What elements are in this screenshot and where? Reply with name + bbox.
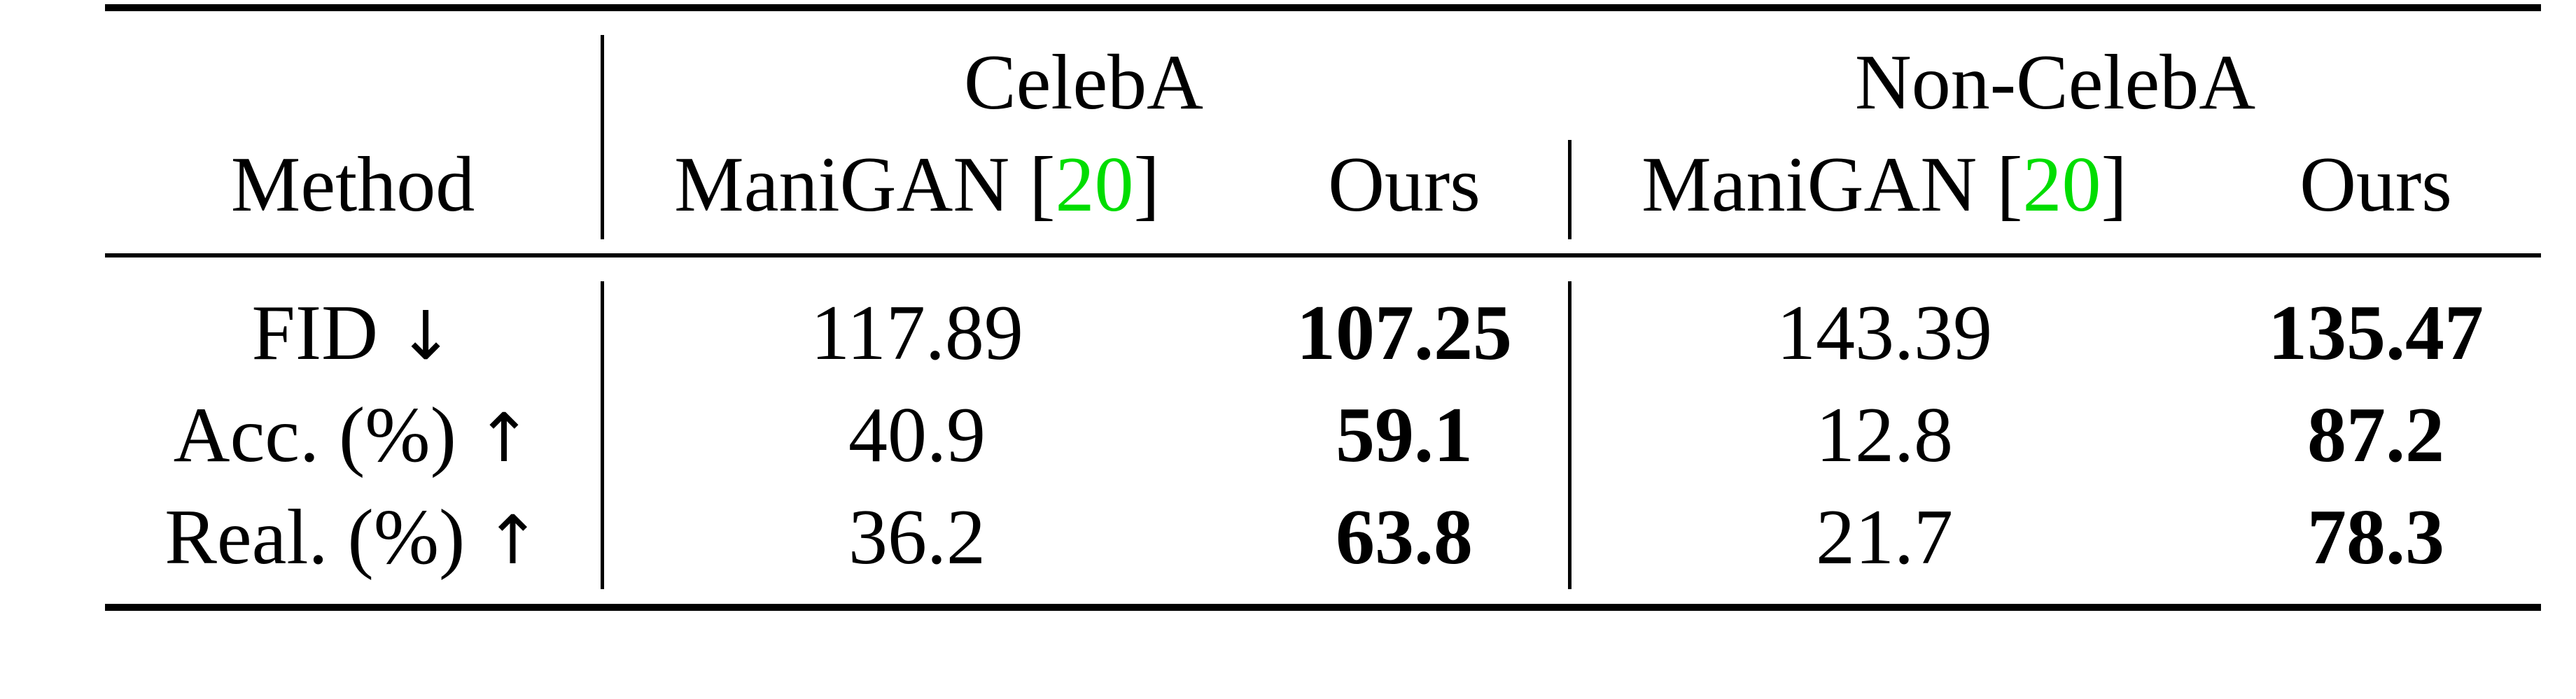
table-header-rule bbox=[105, 253, 2541, 257]
table-cell-best: 78.3 bbox=[2307, 494, 2444, 581]
method-name: ManiGAN bbox=[674, 141, 1010, 228]
column-header-non-celeba-manigan: ManiGAN [20] bbox=[1642, 146, 2127, 224]
table-cell-best: 107.25 bbox=[1296, 290, 1512, 376]
citation-bracket-open: [ bbox=[1996, 141, 2023, 228]
metric-name: Acc. (%) bbox=[173, 392, 456, 479]
column-header-method: Method bbox=[230, 141, 475, 228]
table-cell: 40.9 bbox=[848, 392, 986, 479]
table-cell-best: 63.8 bbox=[1336, 494, 1473, 581]
table-cell-best: 59.1 bbox=[1336, 392, 1473, 479]
method-name: ManiGAN bbox=[1642, 141, 1977, 228]
arrow-up-icon: ↑ bbox=[484, 501, 541, 579]
method-column-divider-body bbox=[601, 281, 604, 589]
table-cell: 143.39 bbox=[1777, 290, 1992, 376]
row-label-accuracy: Acc. (%) ↑ bbox=[174, 396, 533, 474]
table-cell-best: 87.2 bbox=[2307, 392, 2444, 479]
citation-link[interactable]: 20 bbox=[1055, 141, 1134, 228]
citation-bracket-close: ] bbox=[2101, 141, 2127, 228]
table-cell: 36.2 bbox=[848, 494, 986, 581]
citation-link[interactable]: 20 bbox=[2022, 141, 2101, 228]
group-divider-body bbox=[1568, 281, 1572, 589]
row-label-realism: Real. (%) ↑ bbox=[164, 498, 541, 577]
column-header-celeba-manigan: ManiGAN [20] bbox=[674, 146, 1160, 224]
method-column-divider-header bbox=[601, 35, 604, 239]
group-header-celeba: CelebA bbox=[963, 39, 1204, 126]
row-label-fid: FID ↓ bbox=[252, 294, 454, 372]
table-cell: 21.7 bbox=[1816, 494, 1953, 581]
table-cell: 117.89 bbox=[811, 290, 1023, 376]
citation-bracket-close: ] bbox=[1133, 141, 1160, 228]
metric-name: FID bbox=[251, 290, 379, 376]
arrow-down-icon: ↓ bbox=[398, 297, 454, 375]
group-header-non-celeba: Non-CelebA bbox=[1854, 39, 2256, 126]
table-top-rule bbox=[105, 4, 2541, 11]
metric-name: Real. (%) bbox=[164, 494, 465, 581]
table-bottom-rule bbox=[105, 604, 2541, 611]
column-header-celeba-ours: Ours bbox=[1328, 141, 1480, 228]
arrow-up-icon: ↑ bbox=[475, 399, 533, 477]
group-divider-header bbox=[1568, 140, 1572, 239]
citation-bracket-open: [ bbox=[1029, 141, 1056, 228]
column-header-non-celeba-ours: Ours bbox=[2300, 141, 2452, 228]
table-cell: 12.8 bbox=[1816, 392, 1953, 479]
table-cell-best: 135.47 bbox=[2268, 290, 2484, 376]
